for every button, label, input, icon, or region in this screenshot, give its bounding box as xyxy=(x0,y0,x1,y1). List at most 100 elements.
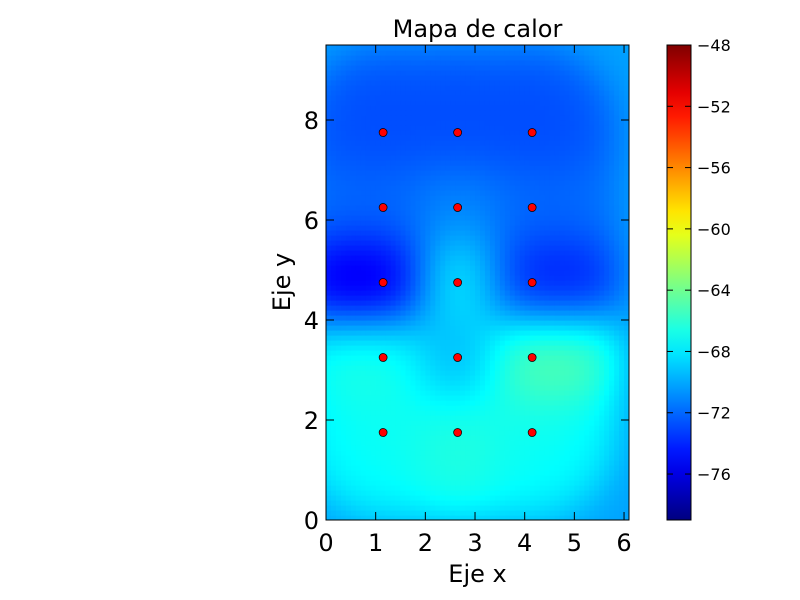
heatmap-cell xyxy=(509,505,516,511)
heatmap-cell xyxy=(455,350,461,356)
heatmap-cell xyxy=(574,190,580,196)
heatmap-cell xyxy=(594,195,600,201)
heatmap-cell xyxy=(370,515,377,520)
heatmap-cell xyxy=(326,415,332,421)
heatmap-cell xyxy=(614,275,620,281)
heatmap-cell xyxy=(460,425,466,431)
heatmap-cell xyxy=(390,355,397,361)
heatmap-cell xyxy=(594,125,600,131)
heatmap-cell xyxy=(450,275,456,281)
heatmap-cell xyxy=(370,415,377,421)
heatmap-cell xyxy=(435,485,441,491)
heatmap-cell xyxy=(514,310,521,316)
heatmap-cell xyxy=(564,445,570,451)
heatmap-cell xyxy=(609,210,615,216)
heatmap-cell xyxy=(390,345,397,351)
heatmap-cell xyxy=(624,315,629,321)
heatmap-cell xyxy=(390,475,397,481)
heatmap-cell xyxy=(519,265,526,271)
heatmap-cell xyxy=(549,415,556,421)
heatmap-cell xyxy=(345,290,352,296)
heatmap-cell xyxy=(514,255,521,261)
heatmap-cell xyxy=(619,350,625,356)
heatmap-cell xyxy=(619,190,625,196)
heatmap-cell xyxy=(489,115,496,121)
heatmap-cell xyxy=(350,160,357,166)
heatmap-cell xyxy=(579,250,585,256)
heatmap-cell xyxy=(604,265,610,271)
heatmap-cell xyxy=(594,265,600,271)
heatmap-cell xyxy=(574,210,580,216)
heatmap-cell xyxy=(405,115,412,121)
heatmap-cell xyxy=(345,480,352,486)
heatmap-cell xyxy=(450,320,456,326)
heatmap-cell xyxy=(564,150,570,156)
heatmap-cell xyxy=(400,125,407,131)
heatmap-cell xyxy=(405,145,412,151)
heatmap-cell xyxy=(335,420,342,426)
heatmap-cell xyxy=(410,220,417,226)
heatmap-cell xyxy=(475,440,481,446)
heatmap-cell xyxy=(509,170,516,176)
heatmap-cell xyxy=(599,200,605,206)
heatmap-cell xyxy=(375,475,382,481)
heatmap-cell xyxy=(489,415,496,421)
heatmap-cell xyxy=(504,200,511,206)
heatmap-cell xyxy=(380,305,387,311)
heatmap-cell xyxy=(614,440,620,446)
heatmap-cell xyxy=(455,370,461,376)
heatmap-cell xyxy=(435,150,441,156)
heatmap-cell xyxy=(475,135,481,141)
heatmap-cell xyxy=(569,240,575,246)
heatmap-cell xyxy=(445,360,451,366)
heatmap-cell xyxy=(326,390,332,396)
heatmap-cell xyxy=(330,280,337,286)
heatmap-cell xyxy=(375,305,382,311)
heatmap-cell xyxy=(345,455,352,461)
heatmap-cell xyxy=(440,485,446,491)
heatmap-cell xyxy=(569,445,575,451)
heatmap-cell xyxy=(504,335,511,341)
heatmap-cell xyxy=(450,305,456,311)
heatmap-cell xyxy=(589,475,595,481)
heatmap-cell xyxy=(395,215,402,221)
heatmap-cell xyxy=(470,255,476,261)
heatmap-cell xyxy=(330,485,337,491)
heatmap-cell xyxy=(350,470,357,476)
heatmap-cell xyxy=(564,435,570,441)
heatmap-cell xyxy=(460,220,466,226)
heatmap-cell xyxy=(554,195,561,201)
heatmap-cell xyxy=(455,195,461,201)
heatmap-cell xyxy=(514,275,521,281)
heatmap-cell xyxy=(425,385,431,391)
heatmap-cell xyxy=(355,210,362,216)
heatmap-cell xyxy=(564,375,570,381)
heatmap-cell xyxy=(415,155,421,161)
heatmap-cell xyxy=(350,310,357,316)
heatmap-cell xyxy=(599,490,605,496)
heatmap-cell xyxy=(549,355,556,361)
heatmap-cell xyxy=(445,320,451,326)
heatmap-cell xyxy=(410,115,417,121)
heatmap-cell xyxy=(564,370,570,376)
heatmap-cell xyxy=(380,155,387,161)
heatmap-cell xyxy=(450,120,456,126)
heatmap-cell xyxy=(549,250,556,256)
heatmap-cell xyxy=(350,475,357,481)
heatmap-cell xyxy=(465,395,471,401)
heatmap-cell xyxy=(569,480,575,486)
heatmap-cell xyxy=(350,410,357,416)
heatmap-cell xyxy=(614,380,620,386)
heatmap-cell xyxy=(460,380,466,386)
heatmap-cell xyxy=(564,425,570,431)
heatmap-cell xyxy=(489,265,496,271)
heatmap-cell xyxy=(365,440,372,446)
heatmap-cell xyxy=(574,370,580,376)
heatmap-cell xyxy=(360,155,367,161)
heatmap-cell xyxy=(430,215,436,221)
heatmap-cell xyxy=(559,155,566,161)
heatmap-cell xyxy=(619,425,625,431)
heatmap-cell xyxy=(589,140,595,146)
heatmap-cell xyxy=(400,280,407,286)
heatmap-cell xyxy=(609,170,615,176)
